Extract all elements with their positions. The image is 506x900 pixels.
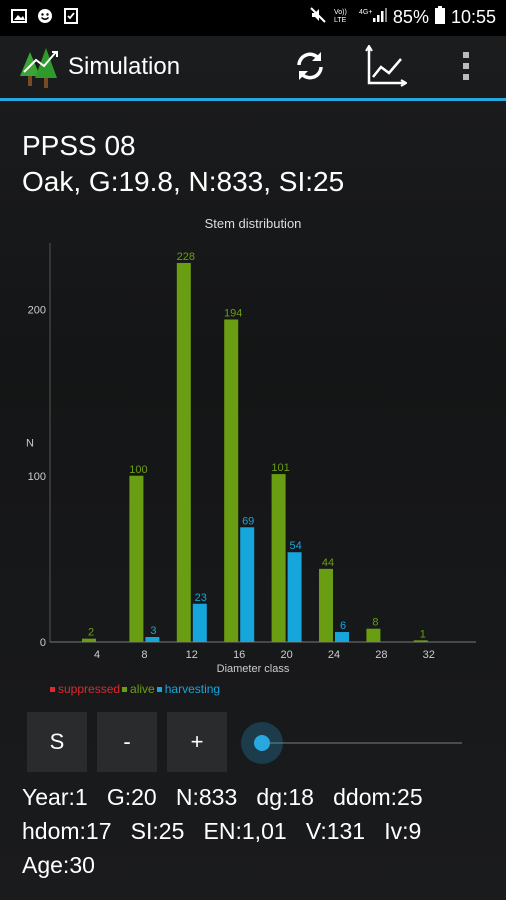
- battery-icon: [434, 6, 445, 29]
- bar-alive: [176, 262, 191, 642]
- data-label-harvesting: 23: [195, 592, 207, 604]
- legend-item-suppressed: suppressed: [50, 682, 120, 696]
- app-title: Simulation: [68, 53, 181, 80]
- overflow-menu-icon: [462, 51, 470, 86]
- data-label-alive: 100: [129, 464, 147, 476]
- legend-item-alive: alive: [122, 682, 155, 696]
- x-tick-label: 8: [141, 649, 147, 661]
- plus-button[interactable]: +: [167, 712, 227, 772]
- stand-stats: Year:1 G:20 N:833 dg:18 ddom:25 hdom:17 …: [22, 780, 423, 882]
- legend-label: suppressed: [58, 682, 121, 696]
- checklist-icon: [62, 7, 80, 25]
- year-slider-thumb[interactable]: [241, 722, 283, 764]
- bar-alive: [271, 474, 286, 642]
- bar-alive: [224, 319, 239, 642]
- legend-label: alive: [130, 682, 155, 696]
- bar-alive: [129, 475, 144, 642]
- bar-alive: [82, 638, 96, 642]
- bar-alive: [319, 568, 333, 642]
- refresh-button[interactable]: [290, 48, 330, 88]
- bar-harvesting: [287, 552, 302, 642]
- x-tick-label: 4: [94, 649, 100, 661]
- legend-item-harvesting: harvesting: [156, 682, 221, 696]
- svg-text:LTE: LTE: [334, 17, 347, 24]
- chart-button[interactable]: [365, 43, 408, 88]
- bar-harvesting: [192, 603, 207, 642]
- legend-swatch: [122, 686, 128, 692]
- minus-button[interactable]: -: [97, 712, 157, 772]
- bar-harvesting: [240, 527, 255, 642]
- x-tick-label: 32: [423, 649, 435, 661]
- stats-line-3: Age:30: [22, 852, 95, 878]
- x-axis-label: Diameter class: [217, 663, 290, 675]
- x-tick-label: 16: [233, 649, 245, 661]
- clock: 10:55: [450, 7, 496, 27]
- x-tick-label: 24: [328, 649, 340, 661]
- battery-percent: 85%: [392, 7, 429, 27]
- data-label-harvesting: 54: [289, 540, 301, 552]
- stats-line-1: Year:1 G:20 N:833 dg:18 ddom:25: [22, 784, 423, 810]
- data-label-alive: 1: [420, 628, 426, 640]
- x-tick-label: 20: [280, 649, 292, 661]
- volte-icon: Vo)) LTE: [333, 6, 353, 29]
- data-label-harvesting: 6: [340, 620, 346, 632]
- chart-legend: suppressed alive harvesting: [50, 682, 220, 696]
- data-label-alive: 2: [88, 627, 94, 639]
- bar-harvesting: [335, 632, 349, 642]
- overflow-menu-button[interactable]: [446, 48, 486, 88]
- y-axis-label: N: [26, 438, 34, 450]
- legend-label: harvesting: [164, 682, 221, 696]
- data-label-alive: 101: [271, 462, 289, 474]
- y-tick-label: 200: [28, 305, 46, 317]
- chart-icon: [365, 43, 408, 92]
- app-bar-divider: [0, 98, 506, 101]
- data-label-harvesting: 69: [242, 515, 254, 527]
- y-tick-label: 0: [40, 637, 46, 649]
- svg-text:4G+: 4G+: [359, 9, 372, 16]
- data-label-alive: 228: [177, 251, 195, 263]
- legend-swatch: [156, 686, 162, 692]
- x-tick-label: 28: [375, 649, 387, 661]
- trees-logo-icon: [18, 46, 64, 97]
- plot-name: PPSS 08: [22, 130, 136, 161]
- stand-summary: Oak, G:19.8, N:833, SI:25: [22, 166, 345, 197]
- bar-harvesting: [145, 637, 160, 642]
- 4g-signal-icon: 4G+: [359, 6, 387, 29]
- s-button[interactable]: S: [27, 712, 87, 772]
- stats-line-2: hdom:17 SI:25 EN:1,01 V:131 Iv:9: [22, 818, 422, 844]
- image-icon: [10, 7, 28, 25]
- data-label-alive: 194: [224, 307, 242, 319]
- chart-title: Stem distribution: [205, 216, 302, 231]
- mute-icon: [309, 6, 327, 29]
- svg-text:Vo)): Vo)): [334, 9, 347, 16]
- x-tick-label: 12: [186, 649, 198, 661]
- status-bar: Vo)) LTE 4G+ 85% 10:55: [0, 0, 506, 36]
- stem-distribution-chart: Stem distribution 0 100 200 N Diameter class 4…: [26, 216, 476, 675]
- data-label-alive: 44: [322, 557, 334, 569]
- smiley-icon: [36, 7, 54, 25]
- refresh-icon: [292, 48, 328, 89]
- year-slider-track[interactable]: [262, 742, 462, 744]
- bar-alive: [366, 628, 381, 642]
- legend-swatch: [50, 686, 55, 692]
- y-tick-label: 100: [28, 471, 46, 483]
- data-label-alive: 8: [372, 617, 378, 629]
- bar-alive: [413, 640, 428, 642]
- data-label-harvesting: 3: [150, 625, 156, 637]
